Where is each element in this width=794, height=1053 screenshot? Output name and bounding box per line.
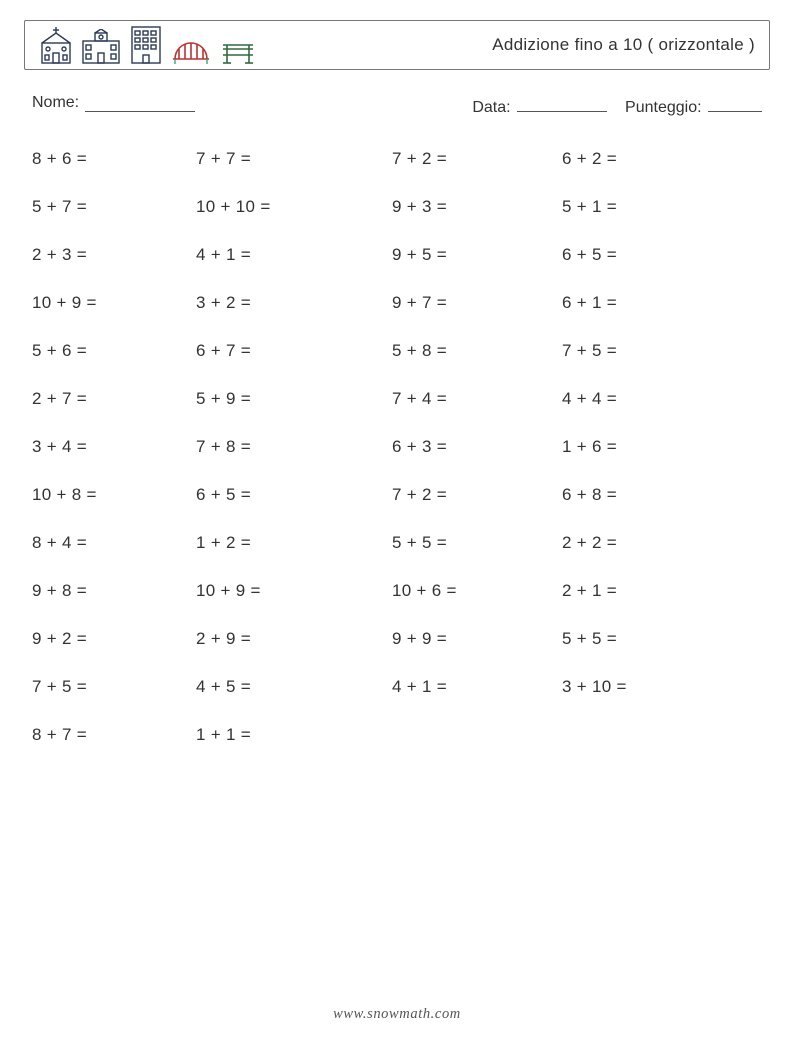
problem-cell: 10 + 9 = bbox=[32, 293, 196, 313]
problem-row: 9 + 2 =2 + 9 =9 + 9 =5 + 5 = bbox=[32, 615, 770, 663]
date-label: Data: bbox=[472, 99, 510, 116]
problem-cell: 9 + 9 = bbox=[392, 629, 562, 649]
problem-cell: 7 + 2 = bbox=[392, 149, 562, 169]
name-field: Nome: bbox=[32, 94, 195, 117]
score-blank[interactable] bbox=[708, 94, 762, 112]
problem-cell: 3 + 2 = bbox=[196, 293, 392, 313]
problem-cell: 7 + 8 = bbox=[196, 437, 392, 457]
problem-cell: 9 + 8 = bbox=[32, 581, 196, 601]
problem-row: 3 + 4 =7 + 8 =6 + 3 =1 + 6 = bbox=[32, 423, 770, 471]
problem-cell: 2 + 3 = bbox=[32, 245, 196, 265]
problem-row: 8 + 4 =1 + 2 =5 + 5 =2 + 2 = bbox=[32, 519, 770, 567]
problem-row: 10 + 8 =6 + 5 =7 + 2 =6 + 8 = bbox=[32, 471, 770, 519]
problem-cell: 2 + 1 = bbox=[562, 581, 722, 601]
problem-cell: 6 + 5 = bbox=[562, 245, 722, 265]
problem-cell: 7 + 2 = bbox=[392, 485, 562, 505]
worksheet-page: Addizione fino a 10 ( orizzontale ) Nome… bbox=[0, 0, 794, 1053]
problem-cell: 8 + 7 = bbox=[32, 725, 196, 745]
worksheet-title: Addizione fino a 10 ( orizzontale ) bbox=[492, 35, 755, 55]
problem-row: 10 + 9 =3 + 2 =9 + 7 =6 + 1 = bbox=[32, 279, 770, 327]
problem-cell: 6 + 5 = bbox=[196, 485, 392, 505]
header-icon-strip bbox=[39, 25, 257, 65]
church-icon bbox=[39, 27, 73, 65]
meta-row: Nome: Data: Punteggio: bbox=[32, 94, 762, 117]
footer-credit: www.snowmath.com bbox=[0, 1006, 794, 1023]
score-label: Punteggio: bbox=[625, 99, 702, 116]
school-icon bbox=[81, 29, 121, 65]
problem-row: 9 + 8 =10 + 9 =10 + 6 =2 + 1 = bbox=[32, 567, 770, 615]
problem-cell: 4 + 5 = bbox=[196, 677, 392, 697]
problem-cell: 5 + 8 = bbox=[392, 341, 562, 361]
problem-cell: 6 + 3 = bbox=[392, 437, 562, 457]
score-field: Punteggio: bbox=[625, 94, 762, 117]
problem-row: 2 + 3 =4 + 1 =9 + 5 =6 + 5 = bbox=[32, 231, 770, 279]
problem-cell: 5 + 5 = bbox=[562, 629, 722, 649]
problem-cell: 4 + 4 = bbox=[562, 389, 722, 409]
problem-cell: 10 + 9 = bbox=[196, 581, 392, 601]
office-icon bbox=[129, 25, 163, 65]
problem-cell: 7 + 7 = bbox=[196, 149, 392, 169]
problem-cell: 2 + 9 = bbox=[196, 629, 392, 649]
header-box: Addizione fino a 10 ( orizzontale ) bbox=[24, 20, 770, 70]
date-field: Data: bbox=[472, 94, 607, 117]
problem-cell: 6 + 7 = bbox=[196, 341, 392, 361]
problem-cell: 7 + 5 = bbox=[32, 677, 196, 697]
problem-row: 7 + 5 =4 + 5 =4 + 1 =3 + 10 = bbox=[32, 663, 770, 711]
problem-cell: 6 + 1 = bbox=[562, 293, 722, 313]
problem-cell: 8 + 6 = bbox=[32, 149, 196, 169]
problem-cell: 5 + 6 = bbox=[32, 341, 196, 361]
date-blank[interactable] bbox=[517, 94, 607, 112]
problem-cell: 3 + 4 = bbox=[32, 437, 196, 457]
problems-grid: 8 + 6 =7 + 7 =7 + 2 =6 + 2 =5 + 7 =10 + … bbox=[32, 135, 770, 759]
problem-row: 8 + 7 =1 + 1 = bbox=[32, 711, 770, 759]
problem-row: 5 + 6 =6 + 7 =5 + 8 =7 + 5 = bbox=[32, 327, 770, 375]
problem-cell: 4 + 1 = bbox=[392, 677, 562, 697]
name-blank[interactable] bbox=[85, 94, 195, 112]
problem-cell: 9 + 7 = bbox=[392, 293, 562, 313]
problem-cell: 9 + 3 = bbox=[392, 197, 562, 217]
problem-cell: 1 + 1 = bbox=[196, 725, 392, 745]
problem-row: 2 + 7 =5 + 9 =7 + 4 =4 + 4 = bbox=[32, 375, 770, 423]
bench-icon bbox=[219, 41, 257, 65]
problem-cell: 7 + 4 = bbox=[392, 389, 562, 409]
problem-cell: 1 + 2 = bbox=[196, 533, 392, 553]
problem-cell: 5 + 7 = bbox=[32, 197, 196, 217]
problem-row: 8 + 6 =7 + 7 =7 + 2 =6 + 2 = bbox=[32, 135, 770, 183]
problem-row: 5 + 7 =10 + 10 =9 + 3 =5 + 1 = bbox=[32, 183, 770, 231]
problem-cell: 1 + 6 = bbox=[562, 437, 722, 457]
problem-cell: 4 + 1 = bbox=[196, 245, 392, 265]
problem-cell: 7 + 5 = bbox=[562, 341, 722, 361]
problem-cell: 10 + 6 = bbox=[392, 581, 562, 601]
problem-cell: 5 + 9 = bbox=[196, 389, 392, 409]
problem-cell: 9 + 5 = bbox=[392, 245, 562, 265]
bridge-icon bbox=[171, 33, 211, 65]
problem-cell: 9 + 2 = bbox=[32, 629, 196, 649]
problem-cell: 5 + 5 = bbox=[392, 533, 562, 553]
name-label: Nome: bbox=[32, 94, 79, 117]
problem-cell: 2 + 7 = bbox=[32, 389, 196, 409]
problem-cell: 2 + 2 = bbox=[562, 533, 722, 553]
problem-cell: 10 + 10 = bbox=[196, 197, 392, 217]
problem-cell: 6 + 2 = bbox=[562, 149, 722, 169]
problem-cell: 5 + 1 = bbox=[562, 197, 722, 217]
problem-cell: 6 + 8 = bbox=[562, 485, 722, 505]
problem-cell: 10 + 8 = bbox=[32, 485, 196, 505]
problem-cell: 3 + 10 = bbox=[562, 677, 722, 697]
problem-cell: 8 + 4 = bbox=[32, 533, 196, 553]
